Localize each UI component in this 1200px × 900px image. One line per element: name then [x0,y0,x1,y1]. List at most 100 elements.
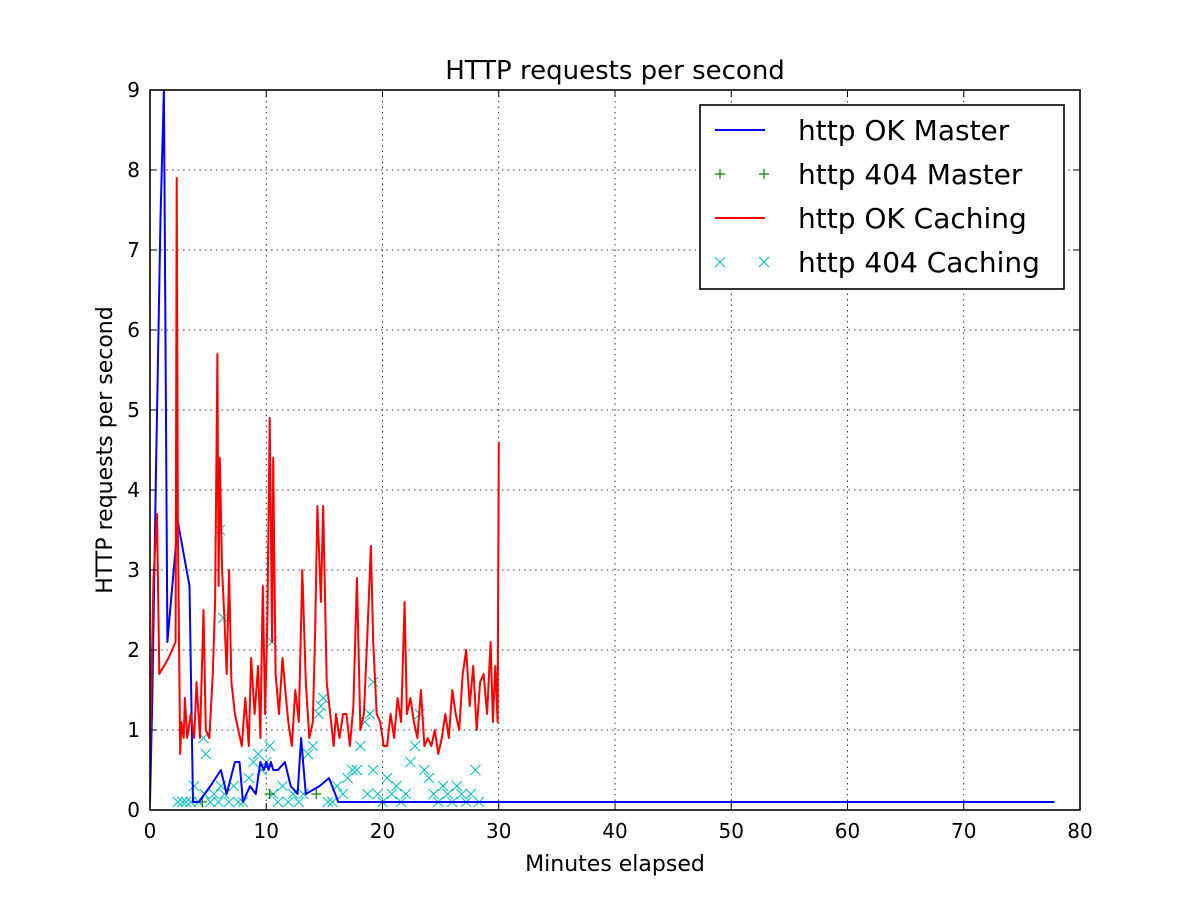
data-point-http-404-caching [437,780,449,792]
plot-area [150,90,1055,808]
y-tick-label: 2 [127,638,140,662]
x-marker-b [252,748,264,760]
x-tick-label: 50 [719,819,744,843]
data-point-http-404-caching [337,788,349,800]
data-point-http-404-caching [180,796,192,808]
x-marker-b [465,788,477,800]
x-marker-b [456,788,467,800]
data-point-http-404-caching [367,676,379,688]
data-point-http-404-caching [205,796,216,808]
x-marker-b [386,788,398,800]
y-tick-label: 4 [127,478,140,502]
y-tick-label: 3 [127,558,140,582]
data-point-http-404-caching [232,796,244,808]
x-tick-label: 60 [835,819,860,843]
x-marker-b [264,740,276,752]
chart-title: HTTP requests per second [445,56,785,86]
x-marker-b [322,796,334,808]
data-point-http-404-caching [364,708,376,720]
data-point-http-404-caching [172,796,184,808]
data-point-http-404-caching [327,796,338,808]
legend-entry-http-404-master: http 404 Master [715,158,1023,191]
x-tick-label: 20 [370,819,395,843]
x-marker-b [232,796,244,808]
x-marker-b [200,748,212,760]
legend-entry-http-ok-master: http OK Master [715,114,1010,147]
x-marker-b [400,788,412,800]
data-point-http-404-caching [287,788,299,800]
y-tick-label: 6 [127,318,140,342]
x-marker-b [327,796,338,808]
y-tick-label: 5 [127,398,140,422]
x-marker-b [205,796,216,808]
x-marker-b [272,796,284,808]
data-point-http-404-caching [342,772,353,784]
x-tick-label: 0 [144,819,157,843]
legend-label-http-404-master: http 404 Master [798,158,1023,191]
data-point-http-404-caching [185,796,197,808]
x-marker-b [346,764,358,776]
data-point-http-404-caching [208,788,220,800]
x-marker-b [337,788,349,800]
x-axis-label: Minutes elapsed [525,852,705,877]
data-point-http-404-caching [302,748,314,760]
data-point-http-404-caching [217,612,229,624]
x-marker-b [342,772,353,784]
x-marker-b [451,780,463,792]
data-point-http-404-caching [243,772,255,784]
data-point-http-404-caching [418,764,430,776]
x-marker-b [351,764,363,776]
data-point-http-404-caching [346,764,358,776]
x-marker-b [362,788,373,800]
data-point-http-404-caching [423,772,435,784]
x-marker-b [307,740,319,752]
x-marker-b [423,772,435,784]
y-tick-label: 8 [127,158,140,182]
data-point-http-404-caching [293,796,305,808]
data-point-http-404-caching [282,796,294,808]
x-marker-b [180,796,192,808]
data-point-http-404-caching [315,700,327,712]
x-marker-b [277,780,288,792]
x-marker-b [243,772,255,784]
y-tick-label: 1 [127,718,140,742]
data-point-http-404-caching [177,796,188,808]
x-marker-b [381,772,393,784]
data-point-http-404-master [264,789,275,799]
legend-swatch-http-404-caching [758,256,770,268]
x-marker-b [405,756,416,768]
x-marker-b [367,764,379,776]
data-point-http-404-caching [200,748,212,760]
data-point-http-404-caching [307,740,319,752]
data-point-http-404-caching [313,708,324,720]
x-marker-b [282,796,294,808]
x-marker-b [470,764,481,776]
x-marker-b [287,788,299,800]
series-markers-http-404-caching [172,524,485,808]
x-marker-b [313,708,324,720]
data-point-http-404-caching [277,780,288,792]
legend: http OK Master http 404 Master http OK Cac… [699,104,1065,290]
data-point-http-404-caching [355,740,366,752]
data-point-http-404-caching [188,780,200,792]
data-point-http-404-caching [442,788,453,800]
data-point-http-404-caching [351,764,363,776]
x-marker-b [437,780,449,792]
data-point-http-404-caching [451,780,463,792]
x-marker-b [298,788,309,800]
x-marker-b [302,748,314,760]
data-point-http-404-caching [409,740,421,752]
x-marker-b [217,612,229,624]
data-point-http-404-caching [428,788,440,800]
x-marker-b [315,700,327,712]
y-tick-label: 9 [127,78,140,102]
data-point-http-404-caching [400,788,412,800]
x-marker-b [223,796,235,808]
legend-entry-http-ok-caching: http OK Caching [715,202,1027,235]
data-point-http-404-caching [322,796,334,808]
data-point-http-404-caching [470,764,481,776]
legend-swatch-http-404-master [759,169,769,179]
data-point-http-404-caching [362,788,373,800]
x-tick-label: 40 [602,819,627,843]
